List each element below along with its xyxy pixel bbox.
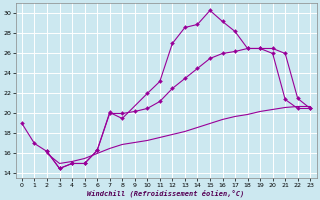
X-axis label: Windchill (Refroidissement éolien,°C): Windchill (Refroidissement éolien,°C) [87,189,245,197]
